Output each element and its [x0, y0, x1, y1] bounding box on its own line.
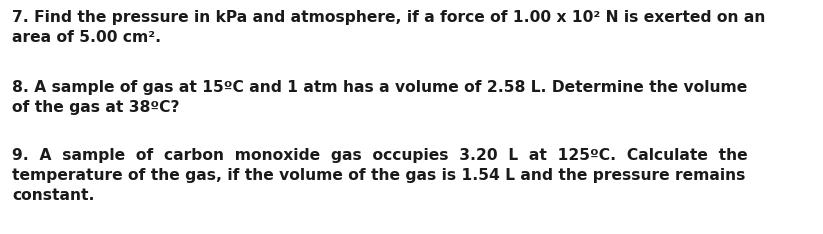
Text: temperature of the gas, if the volume of the gas is 1.54 L and the pressure rema: temperature of the gas, if the volume of…	[12, 168, 746, 183]
Text: 7. Find the pressure in kPa and atmosphere, if a force of 1.00 x 10² N is exerte: 7. Find the pressure in kPa and atmosphe…	[12, 10, 765, 25]
Text: area of 5.00 cm².: area of 5.00 cm².	[12, 30, 161, 45]
Text: 9.  A  sample  of  carbon  monoxide  gas  occupies  3.20  L  at  125ºC.  Calcula: 9. A sample of carbon monoxide gas occup…	[12, 148, 747, 163]
Text: constant.: constant.	[12, 188, 95, 203]
Text: 8. A sample of gas at 15ºC and 1 atm has a volume of 2.58 L. Determine the volum: 8. A sample of gas at 15ºC and 1 atm has…	[12, 80, 747, 95]
Text: of the gas at 38ºC?: of the gas at 38ºC?	[12, 100, 179, 115]
